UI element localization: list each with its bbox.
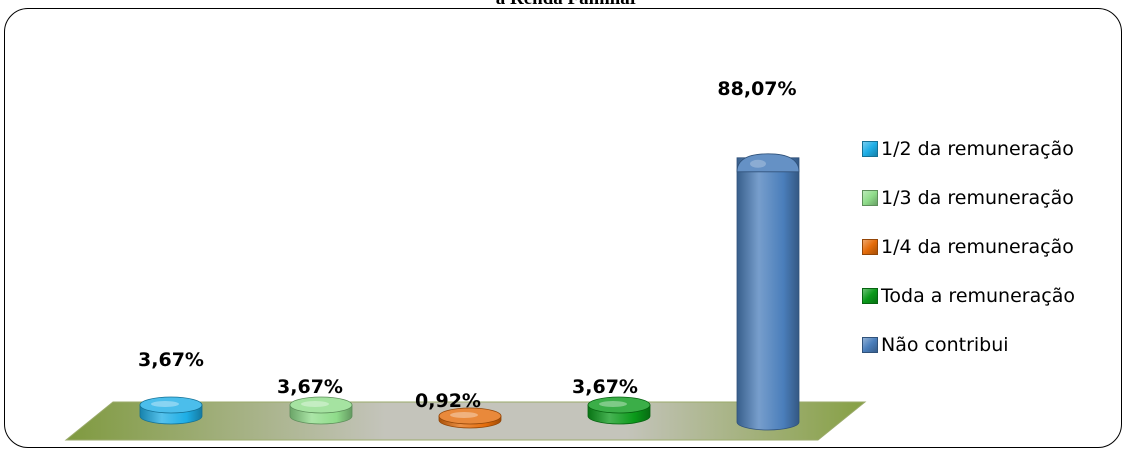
legend-swatch-icon: [862, 189, 878, 206]
legend-label: 1/2 da remuneração: [881, 137, 1074, 160]
legend-item-5: Não contribui: [862, 320, 1075, 369]
legend-item-1: 1/2 da remuneração: [862, 124, 1075, 173]
legend-label: Toda a remuneração: [881, 284, 1075, 307]
chart-frame: [4, 8, 1122, 448]
legend-label: 1/4 da remuneração: [881, 235, 1074, 258]
bar-4: [587, 396, 651, 425]
chart-title: a Renda Familiar: [0, 0, 1134, 10]
data-label-2: 3,67%: [277, 376, 343, 398]
legend-label: Não contribui: [881, 333, 1009, 356]
legend-item-4: Toda a remuneração: [862, 271, 1075, 320]
data-label-3: 0,92%: [415, 390, 481, 412]
legend: 1/2 da remuneração 1/3 da remuneração 1/4 …: [862, 124, 1075, 369]
data-label-5: 88,07%: [717, 78, 796, 100]
legend-item-2: 1/3 da remuneração: [862, 173, 1075, 222]
legend-label: 1/3 da remuneração: [881, 186, 1074, 209]
legend-swatch-icon: [862, 140, 878, 157]
legend-swatch-icon: [862, 287, 878, 304]
bar-5: [736, 153, 800, 431]
bar-3: [438, 407, 502, 429]
data-label-1: 3,67%: [138, 349, 204, 371]
legend-item-3: 1/4 da remuneração: [862, 222, 1075, 271]
legend-swatch-icon: [862, 336, 878, 353]
legend-swatch-icon: [862, 238, 878, 255]
bar-1: [139, 396, 203, 425]
data-label-4: 3,67%: [572, 376, 638, 398]
bar-2: [289, 396, 353, 425]
